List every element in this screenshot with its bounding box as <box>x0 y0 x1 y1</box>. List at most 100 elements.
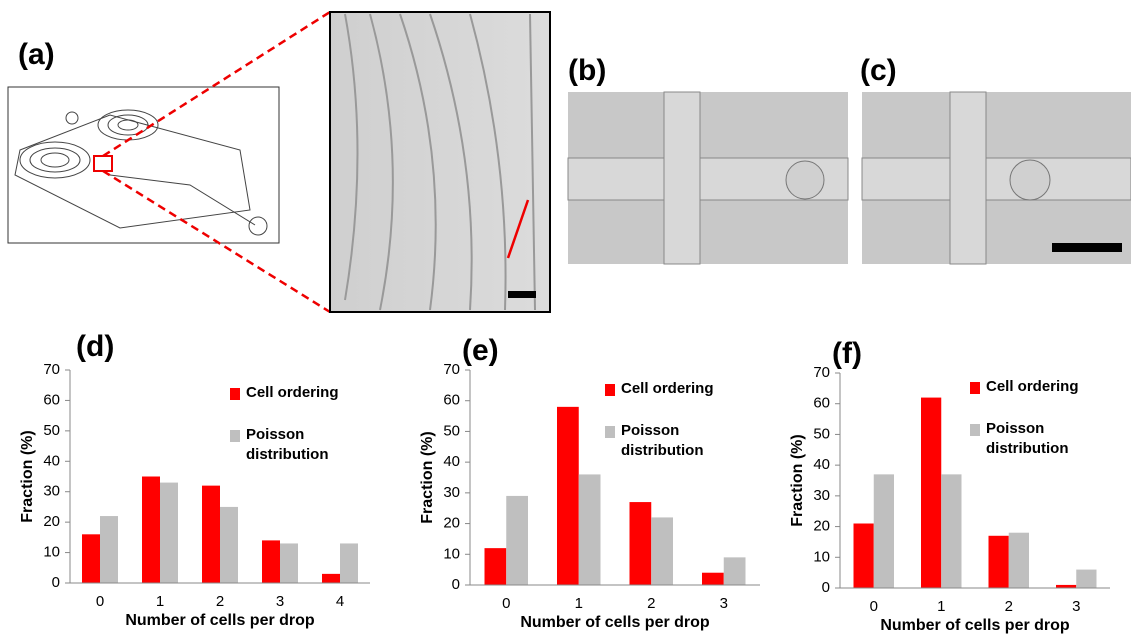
legend-label: Cell ordering <box>621 380 714 397</box>
bar <box>220 506 238 583</box>
legend-label: Cell ordering <box>246 384 339 401</box>
bar <box>723 557 746 585</box>
bar <box>1076 569 1097 588</box>
micrograph <box>329 11 551 313</box>
legend-entry: Cell ordering <box>246 384 339 401</box>
y-tick-label: 30 <box>443 484 460 501</box>
x-tick-label: 1 <box>156 593 164 610</box>
panel-label: (b) <box>568 54 606 87</box>
y-tick-label: 70 <box>813 364 830 381</box>
x-tick-label: 4 <box>336 593 344 610</box>
bar <box>1056 584 1077 588</box>
x-tick-label: 1 <box>575 595 583 612</box>
y-tick-label: 40 <box>813 456 830 473</box>
y-tick-label: 60 <box>43 391 60 408</box>
bar <box>262 540 280 583</box>
x-tick-label: 2 <box>1005 598 1013 615</box>
y-tick-label: 70 <box>43 361 60 378</box>
bar <box>988 535 1009 588</box>
legend-entry: Cell ordering <box>621 380 714 397</box>
bar <box>322 573 340 583</box>
bar <box>873 474 894 588</box>
y-tick-label: 60 <box>443 392 460 409</box>
y-tick-label: 0 <box>452 576 460 593</box>
y-tick-label: 0 <box>822 579 830 596</box>
bar <box>702 572 724 585</box>
droplet <box>1009 159 1051 201</box>
bar <box>651 517 673 585</box>
y-tick-label: 60 <box>813 395 830 412</box>
y-tick-label: 50 <box>43 422 60 439</box>
y-tick-label: 0 <box>52 574 60 591</box>
y-tick-label: 30 <box>43 483 60 500</box>
y-tick-label: 40 <box>43 452 60 469</box>
y-tick-label: 40 <box>443 453 460 470</box>
chip-drawing <box>14 109 268 236</box>
y-tick-label: 10 <box>813 548 830 565</box>
arrow <box>506 199 530 259</box>
y-tick-label: 50 <box>443 422 460 439</box>
zoom-line <box>102 10 331 158</box>
x-axis-label: Number of cells per drop <box>520 614 710 631</box>
bar <box>921 397 942 588</box>
x-tick-label: 3 <box>720 595 728 612</box>
bar <box>1008 532 1029 588</box>
legend-entry: Poisson distribution <box>246 426 329 463</box>
x-tick-label: 0 <box>870 598 878 615</box>
channel-b <box>663 91 701 265</box>
bar <box>202 485 220 583</box>
bar <box>557 406 579 585</box>
chart-title: (f) <box>832 337 862 370</box>
legend-label: Poisson distribution <box>246 426 329 463</box>
channels <box>344 13 536 311</box>
legend-swatch <box>970 424 980 436</box>
channel-c <box>949 91 987 265</box>
schematic-frame <box>7 86 280 244</box>
legend-entry: Poisson distribution <box>621 422 704 459</box>
panel-label: (c) <box>860 54 897 87</box>
legend-entry: Poisson distribution <box>986 420 1069 457</box>
bar <box>82 534 100 583</box>
legend-swatch <box>230 430 240 442</box>
x-tick-label: 0 <box>502 595 510 612</box>
x-axis-label: Number of cells per drop <box>880 617 1070 634</box>
legend-swatch <box>970 382 980 394</box>
x-tick-label: 0 <box>96 593 104 610</box>
zoom-line <box>102 169 331 314</box>
legend-entry: Cell ordering <box>986 378 1079 395</box>
bar <box>484 548 507 585</box>
channel-c <box>861 157 1131 201</box>
y-tick-label: 10 <box>443 545 460 562</box>
bar <box>578 474 601 585</box>
scale-bar <box>508 291 536 298</box>
bar <box>280 543 298 583</box>
y-tick-label: 70 <box>443 361 460 378</box>
bar <box>941 474 962 588</box>
y-axis-label: Fraction (%) <box>419 431 436 523</box>
x-axis-label: Number of cells per drop <box>125 612 315 629</box>
droplet <box>785 160 825 200</box>
x-tick-label: 1 <box>937 598 945 615</box>
x-tick-label: 3 <box>276 593 284 610</box>
y-tick-label: 30 <box>813 487 830 504</box>
x-tick-label: 2 <box>647 595 655 612</box>
chart-title: (e) <box>462 334 499 367</box>
panel-label: (a) <box>18 38 55 71</box>
legend-swatch <box>605 384 615 396</box>
x-tick-label: 3 <box>1072 598 1080 615</box>
y-tick-label: 20 <box>443 515 460 532</box>
scale-bar <box>1052 243 1122 252</box>
y-axis-label: Fraction (%) <box>19 430 36 522</box>
y-tick-label: 20 <box>813 518 830 535</box>
bar <box>100 516 118 583</box>
x-tick-label: 2 <box>216 593 224 610</box>
bar <box>853 523 874 588</box>
y-tick-label: 10 <box>43 544 60 561</box>
y-tick-label: 20 <box>43 513 60 530</box>
bar <box>629 502 652 585</box>
y-tick-label: 50 <box>813 425 830 442</box>
legend-swatch <box>230 388 240 400</box>
bar <box>160 482 178 583</box>
legend-swatch <box>605 426 615 438</box>
